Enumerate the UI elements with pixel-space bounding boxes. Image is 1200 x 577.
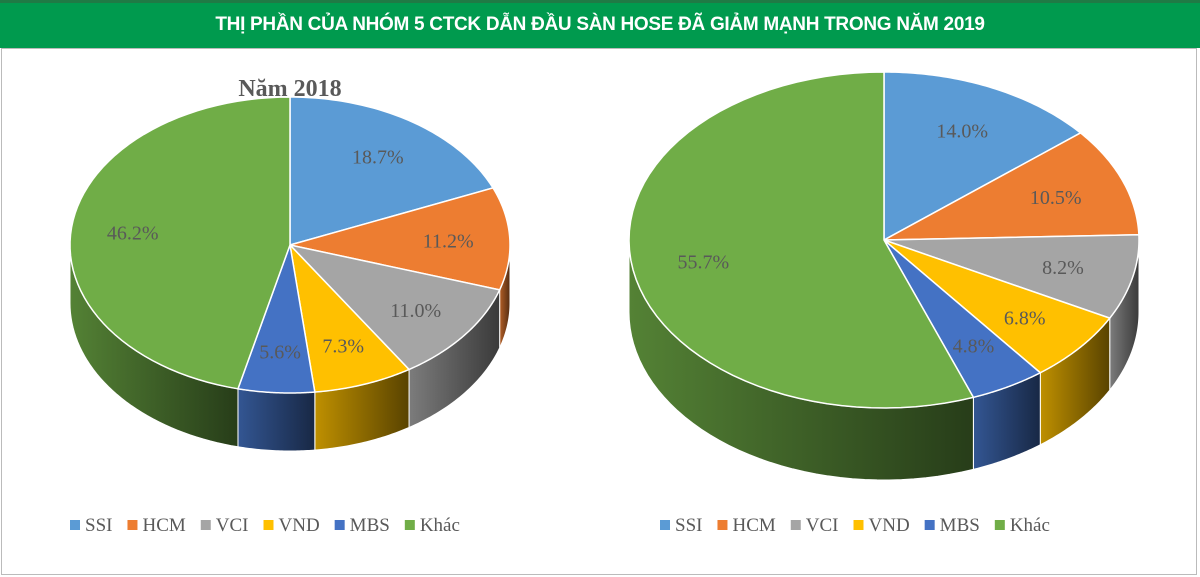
data-label: 6.8% <box>1004 308 1046 330</box>
legend-swatch <box>717 520 728 530</box>
pie-slice-vci <box>287 243 501 371</box>
pie-slice-ssi <box>883 71 1082 242</box>
pie-wall-mbs <box>237 388 316 452</box>
legend-item: SSI <box>85 515 112 536</box>
legend-item: MBS <box>940 515 980 536</box>
pie-slice-vnd <box>288 242 411 393</box>
legend-swatch <box>404 520 415 530</box>
data-label: 4.8% <box>953 336 995 358</box>
legend-item: Khác <box>1010 515 1050 536</box>
legend-item: MBS <box>350 515 390 536</box>
legend-swatch <box>790 520 801 530</box>
data-label: 10.5% <box>1030 187 1082 209</box>
pie-slice-khác <box>69 96 291 390</box>
legend-swatch <box>334 520 345 530</box>
pie-slice-hcm <box>883 132 1140 241</box>
data-label: 8.2% <box>1042 257 1084 279</box>
data-label: 14.0% <box>936 121 988 143</box>
legend-swatch <box>263 520 274 530</box>
data-label: 11.0% <box>390 300 441 322</box>
legend-item: HCM <box>142 515 185 536</box>
legend-item: VCI <box>216 515 249 536</box>
legend-item: SSI <box>675 515 702 536</box>
data-label: 46.2% <box>107 222 159 244</box>
data-label: 11.2% <box>423 230 474 252</box>
pie-slice-vnd <box>883 239 1111 374</box>
legend-item: Khác <box>420 515 460 536</box>
legend-swatch <box>70 520 80 530</box>
chart-panel <box>1 48 1197 575</box>
pie-slice-mbs <box>883 239 1042 399</box>
chart-header: THỊ PHẦN CỦA NHÓM 5 CTCK DẪN ĐẦU SÀN HOS… <box>0 0 1200 48</box>
legend-swatch <box>924 520 935 530</box>
legend-item: HCM <box>732 515 775 536</box>
pie-slice-mbs <box>236 242 316 394</box>
pie-slice-khác <box>628 71 975 409</box>
legend-swatch <box>853 520 864 530</box>
pie-slice-ssi <box>289 96 495 246</box>
pie-slice-hcm <box>289 187 511 291</box>
legend-swatch <box>994 520 1005 530</box>
legend-swatch <box>660 520 670 530</box>
data-label: 5.6% <box>259 341 301 363</box>
legend-swatch <box>127 520 138 530</box>
data-label: 55.7% <box>677 252 729 274</box>
legend-swatch <box>200 520 211 530</box>
legend-item: VCI <box>806 515 839 536</box>
header-title: THỊ PHẦN CỦA NHÓM 5 CTCK DẪN ĐẦU SÀN HOS… <box>215 14 985 35</box>
legend-item: VND <box>279 515 320 536</box>
legend-item: VND <box>869 515 910 536</box>
data-label: 7.3% <box>322 335 364 357</box>
data-label: 18.7% <box>352 146 404 168</box>
pie-chart-1: Năm 201914.0%10.5%8.2%6.8%4.8%55.7%SSIHC… <box>628 71 1140 536</box>
pie-slice-vci <box>883 233 1140 320</box>
